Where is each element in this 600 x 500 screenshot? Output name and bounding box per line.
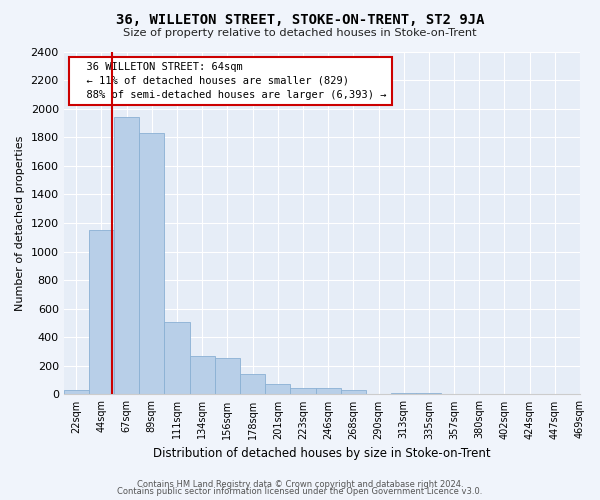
Text: 36, WILLETON STREET, STOKE-ON-TRENT, ST2 9JA: 36, WILLETON STREET, STOKE-ON-TRENT, ST2… [116, 12, 484, 26]
Bar [215, 358, 240, 395]
Bar [316, 388, 341, 394]
Text: Size of property relative to detached houses in Stoke-on-Trent: Size of property relative to detached ho… [123, 28, 477, 38]
Bar [164, 322, 190, 394]
Bar [240, 374, 265, 394]
Bar [89, 230, 114, 394]
X-axis label: Distribution of detached houses by size in Stoke-on-Trent: Distribution of detached houses by size … [153, 447, 491, 460]
Text: Contains HM Land Registry data © Crown copyright and database right 2024.: Contains HM Land Registry data © Crown c… [137, 480, 463, 489]
Bar [290, 388, 316, 394]
Bar [265, 384, 290, 394]
Text: 36 WILLETON STREET: 64sqm
  ← 11% of detached houses are smaller (829)
  88% of : 36 WILLETON STREET: 64sqm ← 11% of detac… [74, 62, 386, 100]
Bar [190, 356, 215, 395]
Bar [114, 117, 139, 394]
Text: Contains public sector information licensed under the Open Government Licence v3: Contains public sector information licen… [118, 487, 482, 496]
Bar [391, 392, 416, 394]
Bar [139, 133, 164, 394]
Bar [341, 390, 366, 394]
Y-axis label: Number of detached properties: Number of detached properties [15, 136, 25, 310]
Bar [64, 390, 89, 394]
